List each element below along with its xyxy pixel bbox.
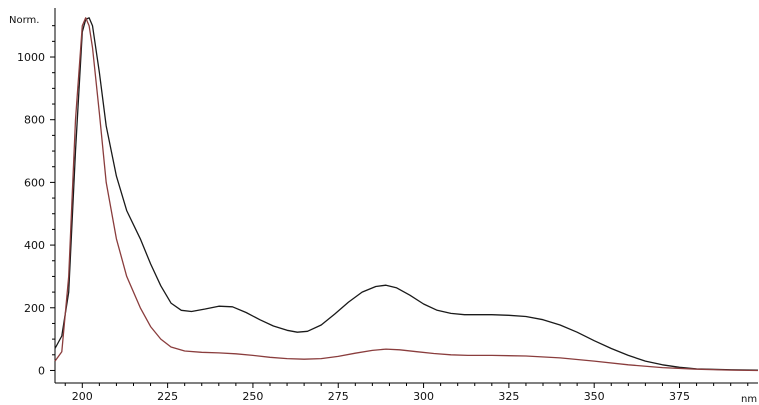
- y-tick-label: 600: [24, 176, 45, 189]
- y-tick-label: 400: [24, 239, 45, 252]
- series-group: [54, 17, 759, 372]
- series-line-2: [54, 17, 759, 372]
- x-axis-label: nm: [741, 394, 757, 405]
- y-axis-label: Norm.: [9, 15, 39, 26]
- y-tick-label: 200: [24, 302, 45, 315]
- y-axis-ticks: 0 200 400 600 800 1000: [17, 25, 55, 377]
- x-tick-label: 200: [72, 390, 93, 403]
- x-tick-label: 325: [498, 390, 519, 403]
- series-line-1: [54, 17, 759, 371]
- x-axis-ticks: 200 225 250 275 300 325 350 375: [64, 383, 749, 403]
- x-tick-label: 225: [157, 390, 178, 403]
- x-tick-label: 350: [584, 390, 605, 403]
- x-tick-label: 250: [242, 390, 263, 403]
- x-tick-label: 275: [328, 390, 349, 403]
- y-tick-label: 1000: [17, 51, 45, 64]
- x-tick-label: 375: [669, 390, 690, 403]
- y-tick-label: 800: [24, 114, 45, 127]
- axes: [54, 8, 758, 384]
- y-tick-label: 0: [38, 364, 45, 377]
- x-tick-label: 300: [413, 390, 434, 403]
